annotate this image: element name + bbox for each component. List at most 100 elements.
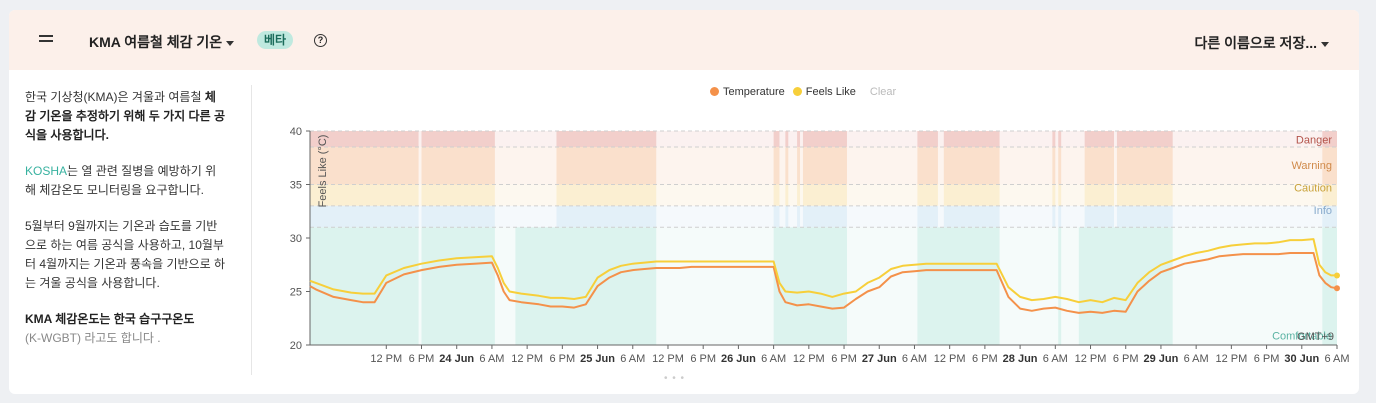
x-tick-label: 6 AM — [902, 353, 927, 365]
band-warning — [1084, 147, 1114, 185]
band-caution — [785, 184, 789, 206]
band-warning — [797, 147, 801, 185]
band-caution — [421, 184, 495, 206]
x-tick-label: 6 PM — [409, 353, 435, 365]
band-info — [773, 205, 780, 228]
x-tick-label: 12 PM — [934, 353, 966, 365]
band-info — [310, 205, 419, 228]
x-tick-label: 25 Jun — [580, 353, 615, 365]
x-tick-label: 6 AM — [1324, 353, 1349, 365]
band-warning — [917, 147, 938, 185]
x-tick-label: 12 PM — [793, 353, 825, 365]
intro-text: 한국 기상청(KMA)은 겨울과 여름철 — [25, 90, 205, 104]
y-axis-label: Feels Like (°C) — [317, 135, 329, 208]
x-tick-label: 6 PM — [550, 353, 576, 365]
x-tick-label: 12 PM — [652, 353, 684, 365]
paragraph-intro: 한국 기상청(KMA)은 겨울과 여름철 체감 기온을 추정하기 위해 두 가지… — [25, 88, 225, 145]
temperature-dot-icon — [710, 87, 719, 96]
paragraph-formulas: 5월부터 9월까지는 기온과 습도를 기반으로 하는 여름 공식을 사용하고, … — [25, 219, 225, 290]
x-tick-label: 6 AM — [1184, 353, 1209, 365]
x-tick-label: 6 AM — [620, 353, 645, 365]
band-label-comfortable: Comfortable — [1272, 330, 1332, 342]
band-danger — [1052, 131, 1056, 148]
band-warning — [421, 147, 495, 185]
band-caution — [773, 184, 780, 206]
band-danger — [773, 131, 780, 148]
band-warning — [773, 147, 780, 185]
save-as-label: 다른 이름으로 저장... — [1194, 35, 1318, 51]
band-comfortable — [310, 227, 419, 345]
band-danger — [1116, 131, 1173, 148]
band-label-danger: Danger — [1296, 135, 1332, 147]
x-tick-label: 27 Jun — [862, 353, 897, 365]
x-tick-label: 24 Jun — [439, 353, 474, 365]
feels-like-dot-icon — [792, 87, 802, 96]
band-caution — [1052, 184, 1056, 206]
chevron-down-icon — [226, 40, 235, 46]
x-tick-label: 6 AM — [1043, 353, 1068, 365]
band-warning — [943, 147, 1000, 185]
legend-feels-like[interactable]: Feels Like — [792, 86, 856, 98]
kwbgt-bold-text: KMA 체감온도는 한국 습구구온도 — [25, 312, 195, 326]
band-warning — [1058, 147, 1062, 185]
beta-badge: 베타 — [257, 31, 294, 49]
band-danger — [1322, 131, 1337, 148]
band-label-info: Info — [1314, 205, 1332, 217]
x-tick-label: 6 PM — [831, 353, 857, 365]
band-caution — [1084, 184, 1114, 206]
band-comfortable — [773, 227, 847, 345]
resize-handle-icon[interactable]: • • • — [664, 373, 686, 384]
band-caution — [943, 184, 1000, 206]
band-label-warning: Warning — [1291, 160, 1332, 172]
x-tick-label: 12 PM — [370, 353, 402, 365]
band-info — [802, 205, 847, 228]
x-tick-label: 12 PM — [1215, 353, 1247, 365]
x-tick-label: 30 Jun — [1284, 353, 1319, 365]
band-comfortable — [1078, 227, 1173, 345]
description-panel: 한국 기상청(KMA)은 겨울과 여름철 체감 기온을 추정하기 위해 두 가지… — [25, 88, 225, 365]
band-info — [785, 205, 789, 228]
band-danger — [1058, 131, 1062, 148]
band-danger — [802, 131, 847, 148]
menu-icon[interactable] — [39, 35, 53, 45]
x-tick-label: 6 PM — [1254, 353, 1280, 365]
band-info — [556, 205, 657, 228]
series-end-point — [1334, 272, 1340, 279]
calculator-title-dropdown[interactable]: KMA 여름철 체감 기온 — [89, 32, 235, 52]
legend-clear-button[interactable]: Clear — [869, 86, 897, 98]
band-caution — [917, 184, 938, 206]
kosha-link[interactable]: KOSHA — [25, 164, 68, 178]
band-info — [421, 205, 495, 228]
x-tick-label: 26 Jun — [721, 353, 756, 365]
legend-temperature-label: Temperature — [723, 86, 785, 98]
band-caution — [802, 184, 847, 206]
kwbgt-muted-text: (K-WGBT) 라고도 합니다 . — [25, 331, 161, 345]
band-comfortable — [1058, 227, 1062, 345]
band-info — [1052, 205, 1056, 228]
band-danger — [917, 131, 938, 148]
band-caution — [797, 184, 801, 206]
y-tick-label: 35 — [290, 180, 302, 192]
band-danger — [310, 131, 419, 148]
series-line-feels-like — [309, 238, 1337, 304]
band-comfortable — [515, 227, 657, 345]
band-info — [917, 205, 938, 228]
band-danger — [785, 131, 789, 148]
intro-bold-text: 체감 기온을 추정하기 위해 두 가지 다른 공식을 사용합니다. — [25, 90, 225, 142]
timezone-label: GMT+9 — [1297, 331, 1334, 343]
band-info — [1322, 205, 1337, 228]
band-caution — [556, 184, 657, 206]
paragraph-kosha: KOSHA는 열 관련 질병을 예방하기 위해 체감온도 모니터링을 요구합니다… — [25, 162, 225, 200]
band-warning — [310, 147, 419, 185]
kosha-text: 는 열 관련 질병을 예방하기 위해 체감온도 모니터링을 요구합니다. — [25, 164, 217, 197]
y-tick-label: 40 — [290, 126, 302, 138]
help-icon[interactable]: ? — [314, 34, 327, 47]
band-label-caution: Caution — [1294, 183, 1332, 195]
band-danger — [797, 131, 801, 148]
legend-feels-like-label: Feels Like — [805, 86, 856, 98]
legend-temperature[interactable]: Temperature — [710, 86, 785, 98]
band-info — [943, 205, 1000, 228]
y-tick-label: 30 — [290, 233, 302, 245]
save-as-dropdown[interactable]: 다른 이름으로 저장... — [1194, 33, 1329, 53]
